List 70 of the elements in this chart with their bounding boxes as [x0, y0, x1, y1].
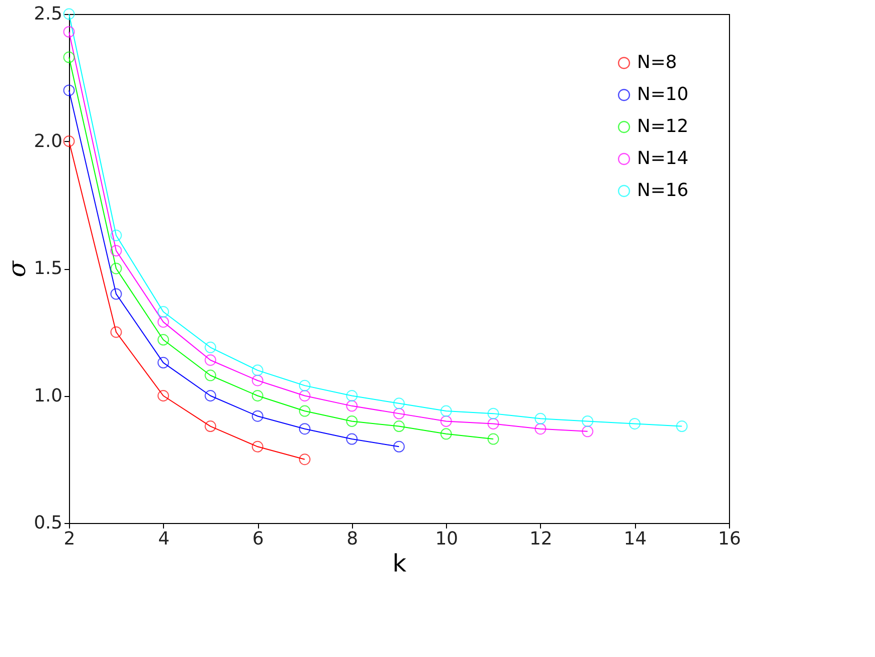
- point: [534, 423, 546, 435]
- point: [393, 398, 405, 410]
- x-tick-label: 2: [64, 528, 76, 550]
- x-tick-label: 16: [718, 528, 741, 550]
- y-tick-label: 0.5: [34, 512, 62, 534]
- point: [346, 390, 358, 402]
- point: [110, 244, 122, 256]
- point: [628, 418, 640, 430]
- point: [110, 262, 122, 274]
- point: [488, 433, 500, 445]
- point: [204, 354, 216, 366]
- point: [582, 415, 594, 427]
- point: [582, 426, 594, 438]
- point: [252, 440, 264, 452]
- point: [298, 423, 310, 435]
- point: [63, 136, 75, 147]
- x-tick-label: 4: [158, 528, 170, 550]
- point: [393, 440, 405, 452]
- legend-label: N=14: [637, 148, 688, 169]
- legend-label: N=12: [637, 116, 688, 137]
- point: [440, 405, 452, 417]
- point: [158, 316, 170, 328]
- point: [204, 342, 216, 354]
- point: [252, 374, 264, 386]
- point: [440, 428, 452, 440]
- point: [158, 306, 170, 318]
- point: [346, 433, 358, 445]
- point: [676, 420, 688, 432]
- x-tick-label: 12: [529, 528, 552, 550]
- x-axis-title: k: [392, 550, 407, 578]
- legend-label: N=16: [637, 180, 688, 201]
- point: [298, 390, 310, 402]
- point: [393, 408, 405, 420]
- point: [298, 454, 310, 466]
- point: [158, 390, 170, 402]
- legend-label: N=10: [637, 84, 688, 105]
- point: [63, 84, 75, 96]
- point: [488, 408, 500, 420]
- x-tick-label: 6: [252, 528, 264, 550]
- point: [110, 326, 122, 338]
- point: [346, 400, 358, 412]
- x-tick-label: 10: [435, 528, 458, 550]
- point: [252, 364, 264, 376]
- x-tick-label: 14: [624, 528, 647, 550]
- point: [440, 415, 452, 427]
- point: [158, 356, 170, 368]
- point: [110, 230, 122, 242]
- point: [63, 52, 75, 63]
- point: [63, 8, 75, 20]
- point: [158, 334, 170, 346]
- point: [204, 390, 216, 402]
- point: [298, 380, 310, 392]
- point: [488, 418, 500, 430]
- point: [298, 405, 310, 417]
- y-tick-label: 1.0: [34, 385, 62, 406]
- point: [252, 390, 264, 402]
- point: [252, 410, 264, 422]
- point: [204, 420, 216, 432]
- y-axis-title: σ: [2, 260, 31, 278]
- point: [204, 370, 216, 382]
- point: [346, 415, 358, 427]
- point: [534, 412, 546, 424]
- point: [63, 26, 75, 38]
- y-tick-label: 2.5: [34, 4, 62, 24]
- legend-label: N=8: [637, 52, 677, 73]
- point: [110, 288, 122, 300]
- x-tick-label: 8: [346, 528, 358, 550]
- point: [393, 420, 405, 432]
- y-tick-label: 1.5: [34, 258, 62, 279]
- y-tick-label: 2.0: [34, 130, 62, 152]
